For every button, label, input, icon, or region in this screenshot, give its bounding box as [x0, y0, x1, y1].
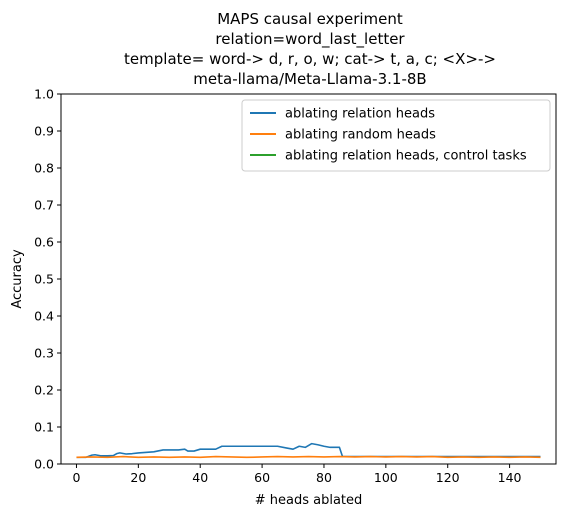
x-tick-label: 60: [254, 470, 270, 485]
series-line-0: [76, 442, 541, 459]
x-tick-label: 120: [436, 470, 460, 485]
x-tick-label: 140: [498, 470, 522, 485]
y-tick-label: 0.2: [34, 383, 54, 398]
x-axis-label: # heads ablated: [255, 493, 363, 508]
axes: 0 20 40 60 80 100 120 140 0.0 0.1 0.2 0.3 0.4 0.5 0.6 0…: [34, 87, 557, 485]
x-tick-label: 80: [316, 470, 332, 485]
plot-area: [76, 442, 541, 459]
chart-title: MAPS causal experiment relation=word_last…: [124, 10, 496, 88]
y-tick-label: 0.1: [34, 420, 54, 435]
y-tick-label: 0.6: [34, 235, 54, 250]
legend-label-2: ablating relation heads, control tasks: [285, 149, 527, 164]
y-tick-label: 0.0: [34, 457, 54, 472]
y-tick-label: 0.5: [34, 272, 54, 287]
y-tick-label: 0.4: [34, 309, 54, 324]
x-tick-label: 100: [374, 470, 398, 485]
y-axis-label: Accuracy: [10, 249, 25, 309]
title-line: relation=word_last_letter: [215, 30, 405, 49]
y-tick-label: 0.3: [34, 346, 54, 361]
x-tick-label: 40: [192, 470, 208, 485]
series-line-1: [76, 455, 541, 459]
y-tick-label: 0.8: [34, 161, 54, 176]
y-tick-label: 0.9: [34, 124, 54, 139]
legend-label-1: ablating random heads: [285, 128, 436, 143]
title-line: MAPS causal experiment: [217, 10, 403, 28]
title-line: template= word-> d, r, o, w; cat-> t, a,…: [124, 50, 496, 68]
legend: ablating relation heads ablating random h…: [241, 99, 551, 172]
legend-label-0: ablating relation heads: [285, 107, 435, 122]
x-tick-label: 20: [130, 470, 146, 485]
legend-box: [241, 99, 551, 172]
y-tick-label: 0.7: [34, 198, 54, 213]
x-tick-label: 0: [72, 470, 80, 485]
title-line: meta-llama/Meta-Llama-3.1-8B: [193, 70, 426, 88]
y-tick-label: 1.0: [34, 87, 54, 102]
